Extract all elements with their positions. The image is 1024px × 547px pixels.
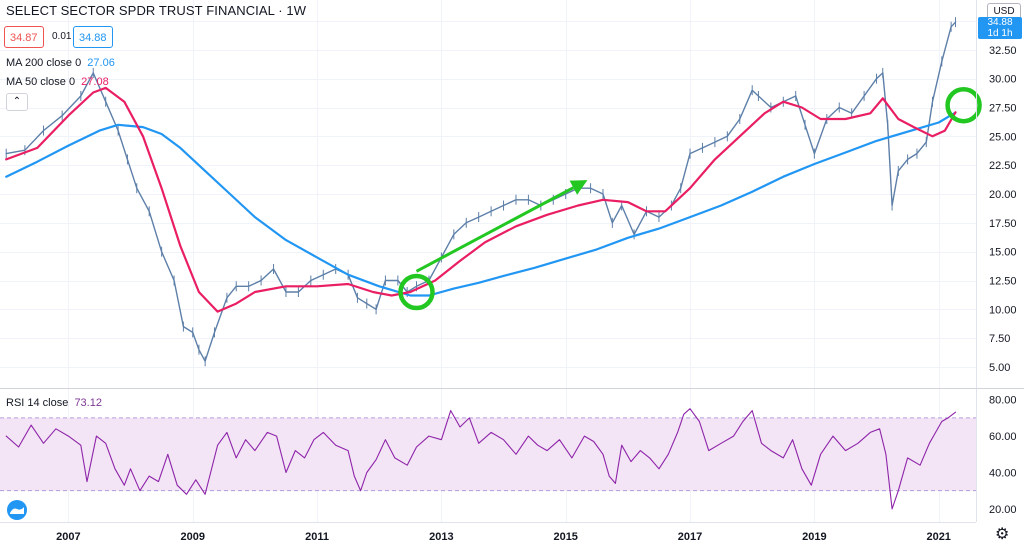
time-tick-label: 2009 xyxy=(180,531,204,543)
ma200-label: MA 200 close 0 xyxy=(6,57,82,69)
price-tick-label: 27.50 xyxy=(989,103,1017,115)
tradingview-logo-icon[interactable] xyxy=(6,500,28,520)
series-layer xyxy=(5,17,957,510)
price-tick-label: 5.00 xyxy=(989,362,1010,374)
price-tick-label: 20.00 xyxy=(989,189,1017,201)
price-tick-label: 22.50 xyxy=(989,160,1017,172)
trend-arrow-head xyxy=(569,180,588,195)
ma50-value: 27.08 xyxy=(81,76,109,88)
chevron-up-icon[interactable]: ⌃ xyxy=(6,93,28,111)
price-tick-label: 12.50 xyxy=(989,276,1017,288)
time-tick-label: 2021 xyxy=(926,531,950,543)
legend-ma200[interactable]: MA 200 close 0 27.06 xyxy=(6,57,115,69)
ma50-label: MA 50 close 0 xyxy=(6,76,76,88)
last-price-tag: 34.88 1d 1h xyxy=(978,17,1022,39)
symbol-header[interactable]: SELECT SECTOR SPDR TRUST FINANCIAL · 1W xyxy=(6,3,306,18)
rsi-tick-label: 20.00 xyxy=(989,504,1017,516)
rsi-tick-label: 40.00 xyxy=(989,467,1017,479)
highlight-circle xyxy=(945,86,982,124)
bid-price-box[interactable]: 34.87 xyxy=(4,26,44,48)
rsi-series-line xyxy=(5,408,957,510)
highlight-circle xyxy=(398,273,435,311)
price-series-line xyxy=(5,21,957,362)
time-tick-label: 2019 xyxy=(802,531,826,543)
rsi-axis[interactable]: 20.00 40.00 60.00 80.00 xyxy=(989,395,1017,516)
symbol-title: SELECT SECTOR SPDR TRUST FINANCIAL xyxy=(6,3,275,18)
rsi-value: 73.12 xyxy=(74,397,102,409)
legend-rsi[interactable]: RSI 14 close 73.12 xyxy=(6,397,102,409)
trend-arrow-line xyxy=(415,186,575,273)
price-tick-label: 30.00 xyxy=(989,74,1017,86)
last-price-value: 34.88 xyxy=(987,17,1013,28)
legend-ma50[interactable]: MA 50 close 0 27.08 xyxy=(6,76,109,88)
price-tick-label: 32.50 xyxy=(989,45,1017,57)
time-tick-label: 2007 xyxy=(56,531,80,543)
price-tick-label: 25.00 xyxy=(989,131,1017,143)
title-separator: · xyxy=(278,3,283,18)
ask-price-box[interactable]: 34.88 xyxy=(73,26,113,48)
interval-label: 1W xyxy=(286,3,307,18)
price-tick-label: 17.50 xyxy=(989,218,1017,230)
rsi-label: RSI 14 close xyxy=(6,397,69,409)
time-tick-label: 2017 xyxy=(678,531,702,543)
rsi-band-lines xyxy=(0,417,976,492)
ma200-value: 27.06 xyxy=(87,57,115,69)
bar-countdown: 1d 1h xyxy=(987,28,1013,39)
rsi-tick-label: 60.00 xyxy=(989,431,1017,443)
rsi-tick-label: 80.00 xyxy=(989,395,1017,407)
time-tick-label: 2013 xyxy=(429,531,453,543)
price-tick-label: 10.00 xyxy=(989,304,1017,316)
price-tick-label: 7.50 xyxy=(989,333,1010,345)
price-tick-label: 15.00 xyxy=(989,247,1017,259)
time-tick-label: 2011 xyxy=(305,531,329,543)
ma50-series-line xyxy=(5,86,957,313)
annotation-layer xyxy=(398,86,982,311)
spread-value: 0.01 xyxy=(52,31,72,42)
gear-icon[interactable]: ⚙ xyxy=(995,526,1010,543)
time-axis[interactable]: 2007 2009 2011 2013 2015 2017 2019 2021 xyxy=(56,531,951,543)
ma200-series-line xyxy=(5,111,957,297)
time-tick-label: 2015 xyxy=(553,531,577,543)
